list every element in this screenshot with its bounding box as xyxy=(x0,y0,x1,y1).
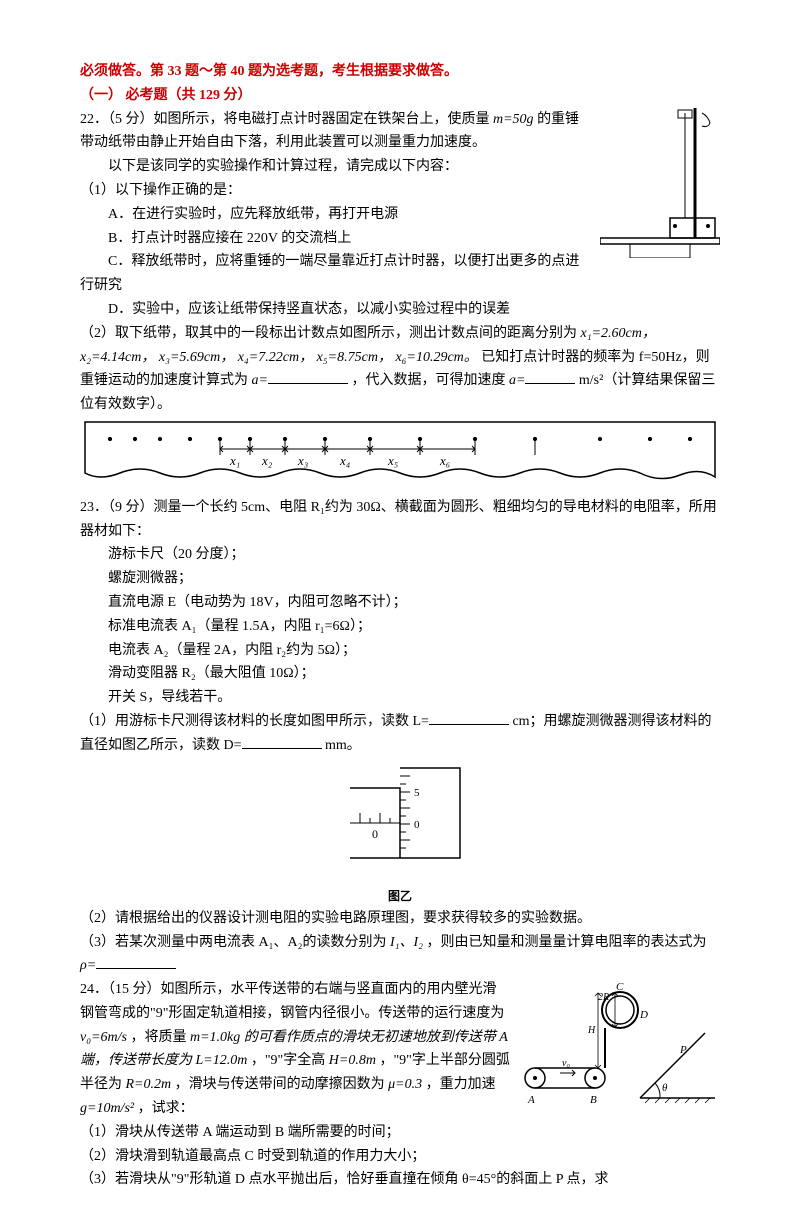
q22-x4: x₄=7.22cm， xyxy=(238,350,313,365)
micrometer-label: 图乙 xyxy=(80,886,720,906)
svg-text:B: B xyxy=(590,1094,597,1106)
page-container: 必须做答。第 33 题～第 40 题为选考题，考生根据要求做答。 （一） 必考题… xyxy=(0,0,800,1232)
q24-p1: （1）滑块从传送带 A 端运动到 B 端所需要的时间； xyxy=(80,1121,720,1145)
q23-item2: 螺旋测微器； xyxy=(80,567,720,591)
svg-text:C: C xyxy=(616,981,624,993)
svg-text:P: P xyxy=(679,1044,687,1056)
svg-text:θ: θ xyxy=(662,1082,668,1094)
q23-item1: 游标卡尺（20 分度）； xyxy=(80,543,720,567)
q22-x5: x₅=8.75cm， xyxy=(317,350,392,365)
header-line-1: 必须做答。第 33 题～第 40 题为选考题，考生根据要求做答。 xyxy=(80,60,720,84)
svg-text:0: 0 xyxy=(372,827,378,841)
q22-x3: x₃=5.69cm， xyxy=(159,350,234,365)
q23-p3b: I₁、I₂ xyxy=(390,935,423,950)
svg-text:x₁: x₁ xyxy=(229,453,240,468)
q23-item5: 电流表 A₂（量程 2A，内阻 r₂约为 5Ω）； xyxy=(80,639,720,663)
header-line-2: （一） 必考题（共 129 分） xyxy=(80,84,720,108)
q24-L: L=12.0m xyxy=(196,1053,248,1068)
q23-item4: 标准电流表 A₁（量程 1.5A，内阻 r₁=6Ω）； xyxy=(80,615,720,639)
q22-p2a: （2）取下纸带，取其中的一段标出计数点如图所示，测出计数点间的距离分别为 xyxy=(80,326,577,341)
track-svg: A B v₀ C D 2R H P xyxy=(520,978,720,1108)
q22-intro-a: 22．（5 分）如图所示，将电磁打点计时器固定在铁架台上，使质量 xyxy=(80,112,490,127)
q24-intro-g: ，试求： xyxy=(138,1101,194,1116)
q23-item3: 直流电源 E（电动势为 18V，内阻可忽略不计）； xyxy=(80,591,720,615)
tape-svg: x₁ x₂ x₃ x₄ x₅ x₆ xyxy=(80,417,720,487)
svg-text:D: D xyxy=(639,1009,648,1021)
q23-p2: （2）请根据给出的仪器设计测电阻的实验电路原理图，要求获得较多的实验数据。 xyxy=(80,907,720,931)
q24-g: g=10m/s² xyxy=(80,1101,134,1116)
svg-text:0: 0 xyxy=(414,819,420,831)
svg-text:x₆: x₆ xyxy=(439,453,450,468)
track-figure: A B v₀ C D 2R H P xyxy=(520,978,720,1117)
svg-text:5: 5 xyxy=(414,787,420,799)
q24-H: H=0.8m xyxy=(329,1053,376,1068)
q23-blank3 xyxy=(96,954,176,969)
q23-p3a: （3）若某次测量中两电流表 A₁、A₂的读数分别为 xyxy=(80,935,390,950)
micrometer-figure: 0 5 0 图乙 xyxy=(80,758,720,907)
q24-intro-e: ，滑块与传送带间的动摩擦因数为 xyxy=(175,1077,389,1092)
svg-text:A: A xyxy=(527,1094,535,1106)
tape-figure: x₁ x₂ x₃ x₄ x₅ x₆ xyxy=(80,417,720,496)
svg-text:x₄: x₄ xyxy=(339,453,351,468)
q24-intro-c: ，"9"字全高 xyxy=(251,1053,325,1068)
svg-text:2R: 2R xyxy=(598,992,609,1003)
q22-p2d: ，代入数据，可得加速度 xyxy=(351,373,509,388)
q22-optD: D．实验中，应该让纸带保持竖直状态，以减小实验过程中的误差 xyxy=(80,298,720,322)
q23-item7: 开关 S，导线若干。 xyxy=(80,686,720,710)
q23-blank2 xyxy=(242,734,322,749)
q23-item6: 滑动变阻器 R₂（最大阻值 10Ω）； xyxy=(80,662,720,686)
q23-p1a: （1）用游标卡尺测得该材料的长度如图甲所示，读数 L= xyxy=(80,714,429,729)
q23-p1: （1）用游标卡尺测得该材料的长度如图甲所示，读数 L= cm；用螺旋测微器测得该… xyxy=(80,710,720,758)
apparatus-figure xyxy=(600,108,720,267)
micrometer-svg: 0 5 0 xyxy=(330,758,470,878)
q24-p3: （3）若滑块从"9"形轨道 D 点水平抛出后，恰好垂直撞在倾角 θ=45°的斜面… xyxy=(80,1168,720,1192)
q22-p2e: a= xyxy=(509,373,525,388)
q23-p1c: mm。 xyxy=(325,738,361,753)
q23-p3c: ，则由已知量和测量量计算电阻率的表达式为 xyxy=(427,935,707,950)
q24-intro-b: ，将质量 xyxy=(130,1030,186,1045)
q22-x6: x₆=10.29cm。 xyxy=(395,350,477,365)
q24-mu: μ=0.3 xyxy=(388,1077,422,1092)
svg-text:x₅: x₅ xyxy=(387,453,398,468)
q22-blank2 xyxy=(525,369,575,384)
q22-x1: x₁=2.60cm， xyxy=(581,326,656,341)
q24-p2: （2）滑块滑到轨道最高点 C 时受到轨道的作用力大小； xyxy=(80,1145,720,1169)
q23-intro: 23．（9 分）测量一个长约 5cm、电阻 R₁约为 30Ω、横截面为圆形、粗细… xyxy=(80,496,720,544)
q24-R: R=0.2m xyxy=(126,1077,172,1092)
q22-mass: m=50g xyxy=(493,112,534,127)
svg-text:H: H xyxy=(587,1025,596,1036)
q23-p3d: ρ= xyxy=(80,958,96,973)
q24-intro-a: 24．（15 分）如图所示，水平传送带的右端与竖直面内的用内壁光滑钢管弯成的"9… xyxy=(80,982,504,1021)
q24-v0: v₀=6m/s xyxy=(80,1030,127,1045)
apparatus-svg xyxy=(600,108,720,258)
q23-blank1 xyxy=(429,710,509,725)
svg-text:x₂: x₂ xyxy=(261,453,273,468)
q22-p2: （2）取下纸带，取其中的一段标出计数点如图所示，测出计数点间的距离分别为 x₁=… xyxy=(80,322,720,417)
q22-p2c: a= xyxy=(252,373,268,388)
q22-blank1 xyxy=(268,369,348,384)
svg-text:v₀: v₀ xyxy=(562,1058,570,1069)
q24-intro-f: ，重力加速 xyxy=(426,1077,496,1092)
q23-p3: （3）若某次测量中两电流表 A₁、A₂的读数分别为 I₁、I₂ ，则由已知量和测… xyxy=(80,931,720,979)
svg-text:x₃: x₃ xyxy=(297,453,308,468)
q22-x2: x₂=4.14cm， xyxy=(80,350,155,365)
